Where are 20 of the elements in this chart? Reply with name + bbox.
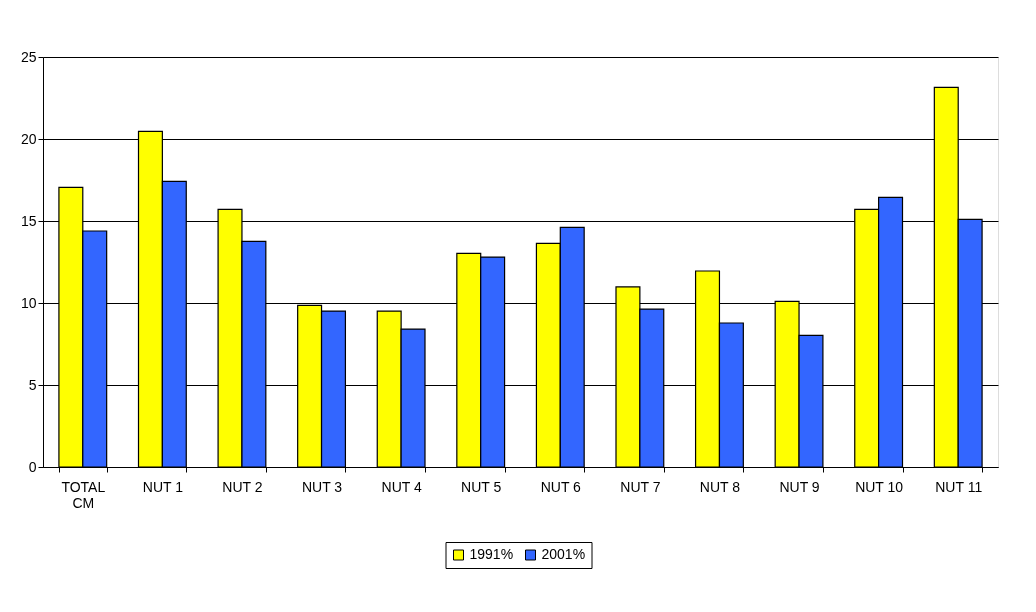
x-tick-label: NUT 10 <box>855 478 904 495</box>
x-tick-label: NUT 2 <box>222 478 263 495</box>
x-tick-label: NUT 9 <box>779 478 820 495</box>
x-tick-label: NUT 6 <box>540 478 582 495</box>
y-tick-label: 0 <box>28 458 37 475</box>
x-tick-label: NUT 5 <box>461 478 502 495</box>
x-tick-label: TOTAL CM <box>61 478 106 511</box>
x-tick-label: NUT 3 <box>301 478 343 495</box>
x-tick-label: NUT 4 <box>381 478 422 495</box>
x-tick-label: NUT 1 <box>142 478 184 495</box>
y-tick-label: 15 <box>20 212 37 229</box>
y-tick-label: 20 <box>20 130 37 147</box>
x-tick-label: NUT 8 <box>699 478 741 495</box>
x-tick-label: NUT 11 <box>935 478 983 495</box>
legend-label: 1991% <box>469 546 514 562</box>
x-tick-label: NUT 7 <box>620 478 661 495</box>
y-tick-label: 5 <box>28 376 37 393</box>
y-tick-label: 10 <box>20 294 37 311</box>
legend-label: 2001% <box>541 546 586 562</box>
y-tick-label: 25 <box>20 48 37 65</box>
